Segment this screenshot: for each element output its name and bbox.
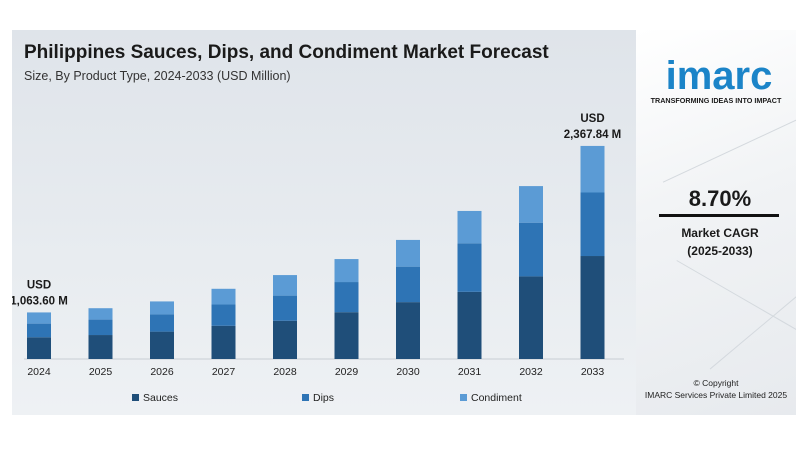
x-tick-label-2027: 2027 — [212, 366, 236, 378]
side-panel: imarc TRANSFORMING IDEAS INTO IMPACT 8.7… — [636, 30, 796, 415]
legend-label-condiment: Condiment — [471, 392, 522, 404]
bar-dips-2024 — [27, 323, 51, 338]
cagr-value: 8.70% — [688, 186, 752, 211]
bar-condiment-2027 — [211, 288, 236, 305]
bar-condiment-2030 — [396, 239, 420, 267]
bar-condiment-2031 — [457, 210, 482, 244]
bar-dips-2031 — [457, 243, 482, 292]
annotation-2033-line-1: 2,367.84 M — [564, 129, 622, 141]
x-tick-label-2032: 2032 — [519, 366, 543, 378]
x-tick-label-2030: 2030 — [396, 366, 420, 378]
annotation-2024-line-0: USD — [27, 279, 51, 291]
x-tick-label-2024: 2024 — [27, 366, 51, 378]
stacked-bar-chart: 2024 2025 2026 2027 2028 2029 2030 2031 2032 2033… — [12, 113, 624, 404]
bar-dips-2029 — [334, 282, 359, 313]
legend-swatch-condiment — [460, 394, 467, 401]
bar-sauces-2025 — [88, 335, 113, 359]
decorative-line — [662, 118, 796, 183]
copyright-text: © Copyright — [693, 378, 739, 388]
bar-sauces-2024 — [27, 337, 51, 359]
bar-condiment-2028 — [273, 275, 297, 296]
decorative-line — [676, 260, 796, 341]
bar-dips-2028 — [273, 295, 297, 321]
legend-label-dips: Dips — [313, 392, 334, 404]
chart-card: Philippines Sauces, Dips, and Condiment … — [4, 30, 796, 415]
logo-tagline: TRANSFORMING IDEAS INTO IMPACT — [650, 96, 782, 105]
x-tick-label-2029: 2029 — [335, 366, 359, 378]
bar-condiment-2026 — [150, 301, 174, 315]
x-tick-label-2026: 2026 — [150, 366, 174, 378]
x-tick-label-2025: 2025 — [89, 366, 113, 378]
bar-sauces-2031 — [457, 291, 482, 359]
annotation-2033-line-0: USD — [580, 113, 604, 125]
bar-dips-2027 — [211, 304, 236, 326]
bar-dips-2026 — [150, 314, 174, 332]
x-tick-label-2031: 2031 — [458, 366, 482, 378]
bar-sauces-2029 — [334, 312, 359, 359]
bar-condiment-2032 — [519, 186, 543, 223]
bar-condiment-2024 — [27, 312, 51, 324]
chart-title: Philippines Sauces, Dips, and Condiment … — [24, 42, 549, 63]
bar-dips-2025 — [88, 319, 113, 336]
bar-dips-2030 — [396, 266, 420, 303]
bar-sauces-2028 — [273, 320, 297, 359]
bar-condiment-2029 — [334, 259, 359, 283]
bar-sauces-2027 — [211, 325, 236, 359]
chart-subtitle: Size, By Product Type, 2024-2033 (USD Mi… — [24, 69, 291, 83]
chart-panel: Philippines Sauces, Dips, and Condiment … — [12, 30, 636, 415]
bar-sauces-2032 — [519, 276, 543, 359]
cagr-label: Market CAGR — [681, 226, 759, 240]
imarc-logo: imarc — [665, 54, 773, 98]
bar-dips-2032 — [519, 222, 543, 277]
bar-sauces-2026 — [150, 331, 174, 359]
x-tick-label-2028: 2028 — [273, 366, 297, 378]
x-tick-label-2033: 2033 — [581, 366, 605, 378]
company-text: IMARC Services Private Limited 2025 — [644, 390, 788, 400]
legend-label-sauces: Sauces — [143, 392, 178, 404]
bar-sauces-2033 — [580, 256, 605, 359]
bar-sauces-2030 — [396, 302, 420, 359]
bar-condiment-2033 — [580, 145, 605, 193]
cagr-period: (2025-2033) — [687, 244, 753, 258]
bar-dips-2033 — [580, 192, 605, 257]
annotation-2024-line-1: 1,063.60 M — [12, 295, 68, 307]
cagr-divider — [659, 214, 779, 217]
bar-condiment-2025 — [88, 308, 113, 320]
legend-swatch-sauces — [132, 394, 139, 401]
legend-swatch-dips — [302, 394, 309, 401]
